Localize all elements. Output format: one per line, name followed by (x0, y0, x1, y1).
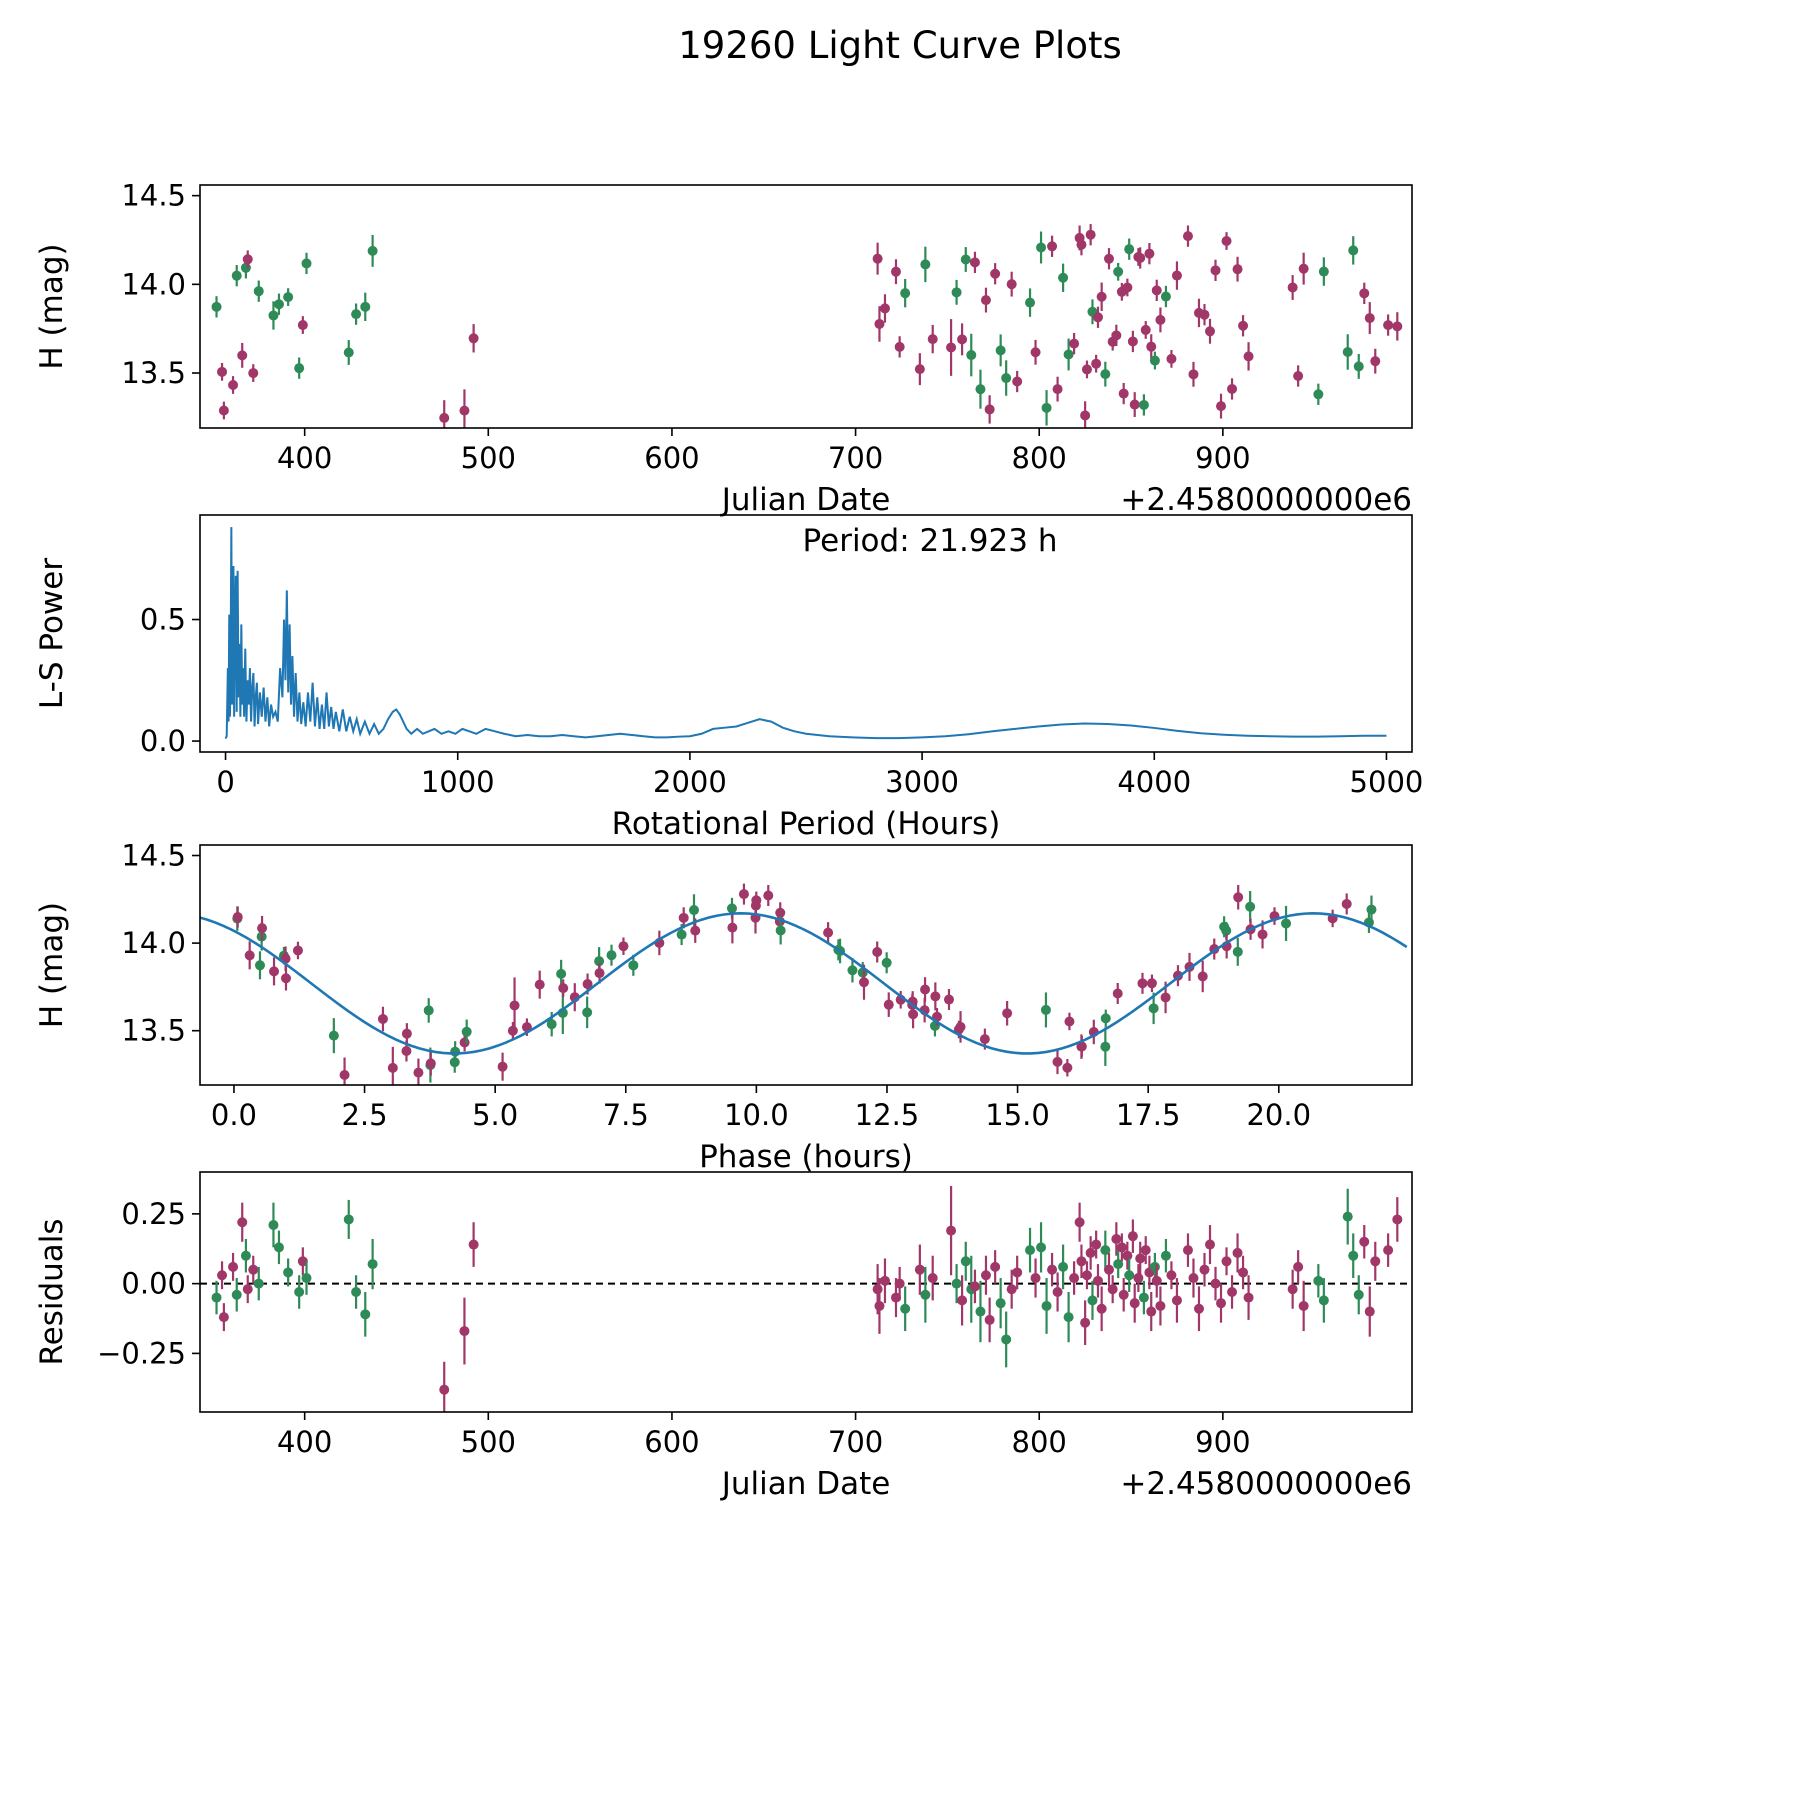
residuals-axes-frame (199, 1171, 1413, 1413)
x-tick-label: 5.0 (472, 1098, 518, 1132)
periodogram-content (224, 527, 1387, 740)
y-tick-label: 14.0 (121, 267, 186, 301)
x-tick-label: 2000 (653, 765, 727, 799)
x-tick-label: 0 (216, 765, 234, 799)
light-curve-axes-frame (199, 184, 1413, 429)
light-curve-content (211, 224, 1403, 428)
x-tick-label: 600 (644, 1425, 699, 1459)
light-curve-plot: 400 500 600 700 800 900 14.5 14.0 13.5 Julian Dat… (34, 179, 1413, 518)
phase-curve-plot: 0.0 2.5 5.0 7.5 10.0 12.5 15.0 17.5 20.0 14.5 14.0… (34, 839, 1413, 1175)
x-tick-label: 700 (828, 441, 883, 475)
y-tick-label: 0.0 (140, 724, 186, 758)
x-tick-label: 7.5 (603, 1098, 649, 1132)
x-tick-label: 600 (644, 441, 699, 475)
y-axis-label: H (mag) (34, 243, 70, 369)
periodogram-plot: 0 1000 2000 3000 4000 5000 0.0 0.5 Rotational Pe… (34, 514, 1424, 842)
x-axis-label: Rotational Period (Hours) (612, 806, 1001, 842)
periodogram-axes-frame (199, 514, 1413, 753)
light-curve-scatter-points (211, 224, 1403, 428)
x-tick-label: 20.0 (1246, 1098, 1311, 1132)
x-tick-label: 4000 (1117, 765, 1191, 799)
period-annotation: Period: 21.923 h (803, 523, 1058, 559)
y-tick-label: 14.5 (121, 179, 186, 213)
x-tick-label: 2.5 (341, 1098, 387, 1132)
y-axis-label: H (mag) (34, 902, 70, 1028)
x-tick-label: 15.0 (985, 1098, 1050, 1132)
residuals-scatter-points (211, 1185, 1403, 1412)
x-tick-label: 10.0 (724, 1098, 789, 1132)
x-tick-label: 800 (1012, 441, 1067, 475)
x-tick-label: 400 (277, 441, 332, 475)
residuals-plot: 400 500 600 700 800 900 −0.25 0.00 0.25 Julian Da… (34, 1171, 1413, 1502)
x-axis-offset-label: +2.4580000000e6 (1120, 1466, 1412, 1502)
x-tick-label: 12.5 (855, 1098, 920, 1132)
periodogram-line (224, 527, 1387, 740)
y-tick-label: −0.25 (97, 1336, 186, 1370)
y-tick-label: 13.5 (121, 356, 186, 390)
x-tick-label: 0.0 (211, 1098, 257, 1132)
x-tick-label: 500 (461, 1425, 516, 1459)
x-axis-label: Julian Date (720, 1466, 891, 1502)
y-tick-label: 14.0 (121, 926, 186, 960)
x-tick-label: 900 (1195, 441, 1250, 475)
x-tick-label: 1000 (421, 765, 495, 799)
x-tick-label: 800 (1012, 1425, 1067, 1459)
x-tick-label: 400 (277, 1425, 332, 1459)
y-tick-label: 14.5 (121, 839, 186, 873)
y-axis-label: L-S Power (34, 558, 70, 709)
x-tick-label: 17.5 (1116, 1098, 1181, 1132)
x-axis-label: Phase (hours) (699, 1139, 913, 1175)
y-tick-label: 0.25 (121, 1197, 186, 1231)
x-tick-label: 700 (828, 1425, 883, 1459)
x-tick-label: 3000 (885, 765, 959, 799)
residuals-content (200, 1185, 1412, 1412)
sinusoid-fit-curve (200, 912, 1408, 1055)
x-tick-label: 900 (1195, 1425, 1250, 1459)
x-tick-label: 500 (461, 441, 516, 475)
y-tick-label: 0.00 (121, 1267, 186, 1301)
y-tick-label: 0.5 (140, 603, 186, 637)
y-axis-label: Residuals (34, 1218, 70, 1365)
x-tick-label: 5000 (1350, 765, 1424, 799)
y-tick-label: 13.5 (121, 1014, 186, 1048)
figure-title: 19260 Light Curve Plots (678, 24, 1122, 67)
phase-curve-content (200, 883, 1408, 1085)
phase-curve-scatter-points (232, 883, 1377, 1085)
x-axis-label: Julian Date (720, 482, 891, 518)
phase-curve-axes-frame (199, 844, 1413, 1086)
x-axis-offset-label: +2.4580000000e6 (1120, 482, 1412, 518)
